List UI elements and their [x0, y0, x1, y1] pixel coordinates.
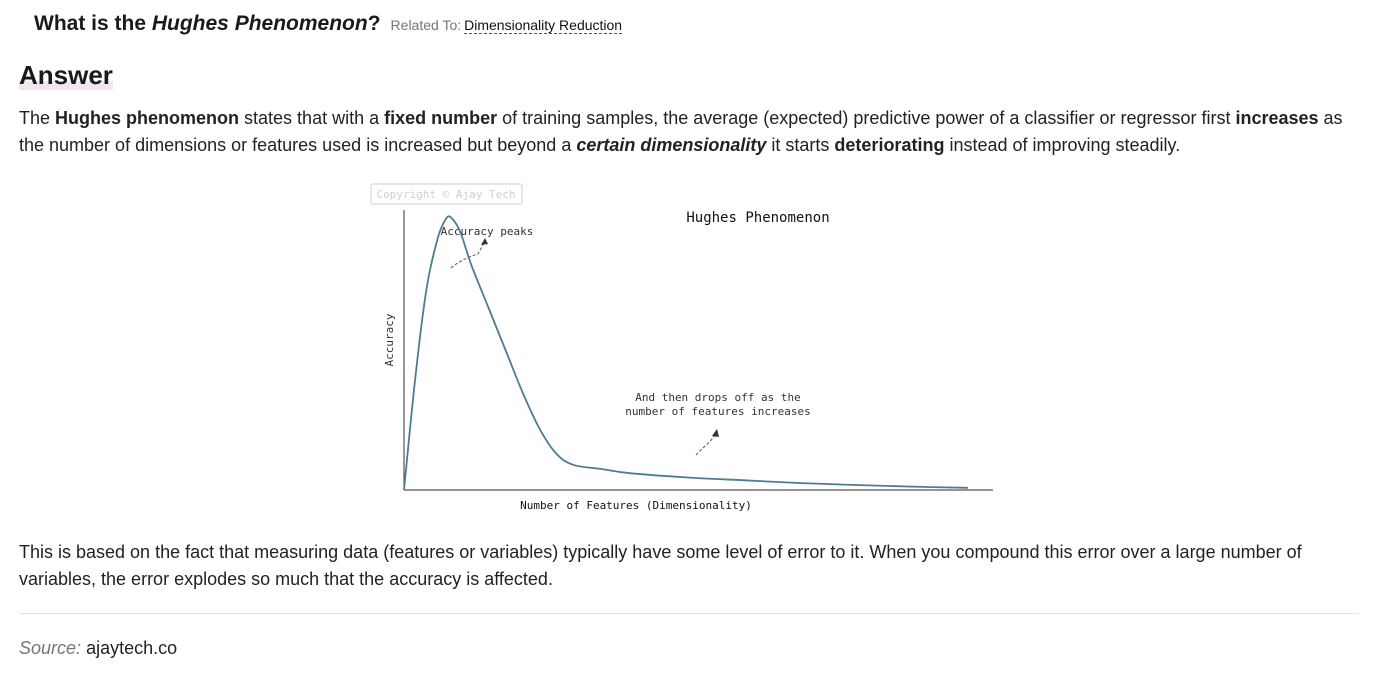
annotation-drop-line2: number of features increases	[625, 405, 810, 418]
x-axis-label: Number of Features (Dimensionality)	[520, 499, 752, 512]
divider	[19, 613, 1359, 614]
question-line: What is the Hughes Phenomenon? Related T…	[34, 12, 623, 36]
answer-segment: instead of improving steadily.	[944, 135, 1181, 155]
source-line: Source: ajaytech.co	[19, 638, 177, 659]
answer-segment: fixed number	[384, 108, 498, 128]
y-axis-label: Accuracy	[383, 313, 396, 366]
answer-segment: Hughes phenomenon	[55, 108, 240, 128]
answer-segment: The	[19, 108, 56, 128]
drop-arrow-head	[712, 429, 719, 437]
watermark-box	[370, 183, 523, 205]
related-to: Related To: Dimensionality Reduction	[390, 17, 623, 34]
answer-segment: deteriorating	[834, 135, 945, 155]
accuracy-curve	[403, 215, 969, 491]
chart-title: Hughes Phenomenon	[686, 210, 829, 226]
annotation-drop-line1: And then drops off as the	[635, 391, 801, 404]
question-suffix: ?	[367, 12, 381, 35]
related-label: Related To:	[390, 17, 462, 33]
source-value: ajaytech.co	[86, 638, 178, 658]
peak-arrow-line	[450, 240, 486, 269]
peak-arrow-head	[481, 238, 488, 245]
hughes-chart: Copyright © Ajay Tech Hughes Phenomenon …	[370, 183, 993, 512]
answer-segment: of training samples, the average (expect…	[497, 108, 1236, 128]
answer-segment: as the number of dimensions or features …	[19, 108, 1343, 155]
answer-heading: Answer	[19, 60, 113, 91]
answer-segment: states that with a	[239, 108, 385, 128]
answer-segment: increases	[1235, 108, 1319, 128]
answer-segment: certain dimensionality	[576, 135, 767, 155]
answer-segment: it starts	[766, 135, 835, 155]
annotation-peak: Accuracy peaks	[441, 225, 534, 238]
chart-watermark: Copyright © Ajay Tech	[376, 188, 515, 201]
question-prefix: What is the	[34, 12, 147, 35]
source-label: Source:	[19, 638, 82, 658]
drop-arrow-line	[695, 433, 717, 456]
answer-heading-text: Answer	[19, 60, 113, 90]
answer-paragraph-2: This is based on the fact that measuring…	[19, 542, 1302, 589]
question-title: What is the Hughes Phenomenon?	[34, 12, 381, 36]
related-link[interactable]: Dimensionality Reduction	[464, 17, 623, 34]
question-term: Hughes Phenomenon	[151, 12, 368, 35]
answer-paragraph-1: The Hughes phenomenon states that with a…	[19, 105, 1359, 159]
